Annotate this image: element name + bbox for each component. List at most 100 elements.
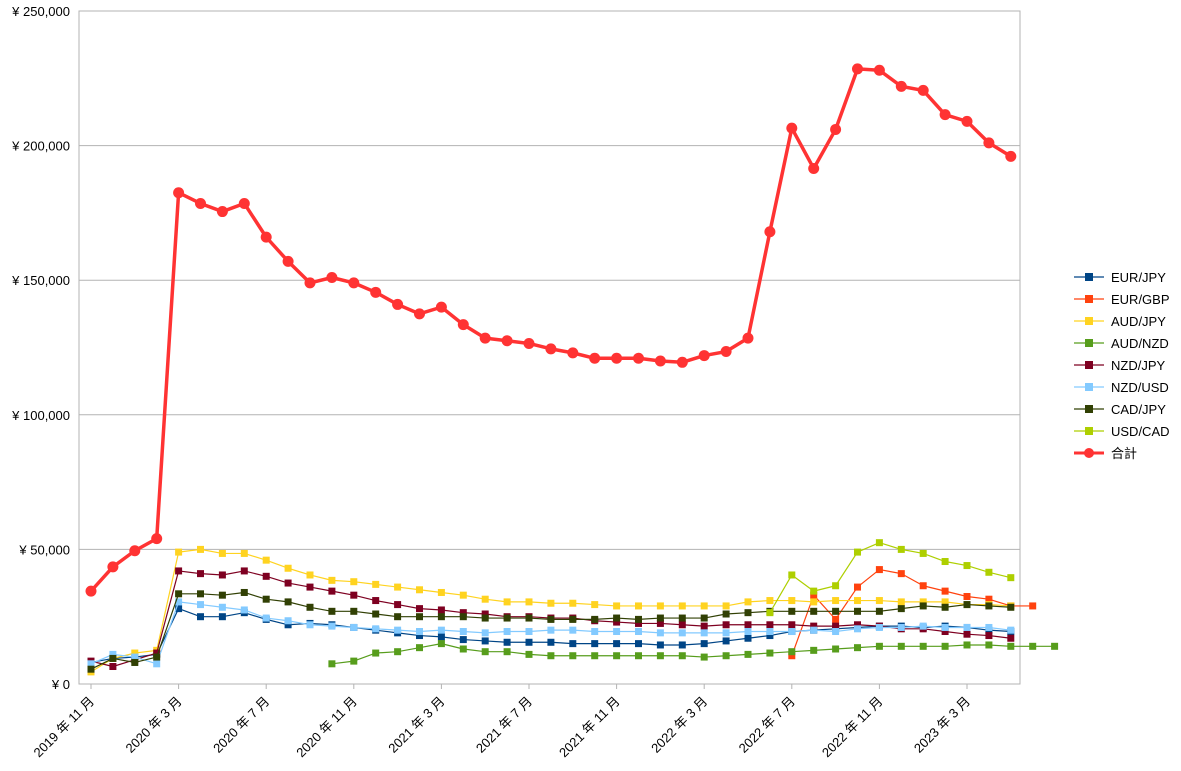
data-point	[875, 623, 883, 631]
data-point	[897, 570, 905, 578]
data-point	[153, 660, 161, 668]
data-point	[919, 598, 927, 606]
legend-swatch-marker	[1085, 339, 1093, 347]
data-point	[328, 660, 336, 668]
series-line	[769, 542, 1011, 613]
data-point	[656, 619, 664, 627]
data-point	[481, 648, 489, 656]
data-point	[175, 598, 183, 606]
data-point	[503, 638, 511, 646]
data-point	[985, 641, 993, 649]
data-point	[875, 607, 883, 615]
data-point	[218, 603, 226, 611]
data-point	[985, 595, 993, 603]
data-point	[919, 642, 927, 650]
data-point	[983, 137, 995, 149]
data-point	[197, 601, 204, 609]
data-point	[525, 650, 533, 658]
data-point	[875, 642, 883, 650]
data-point	[678, 614, 686, 622]
legend-swatch-marker	[1085, 295, 1093, 303]
legend-label: 合計	[1111, 446, 1137, 461]
data-point	[1007, 603, 1015, 611]
data-point	[635, 640, 642, 648]
data-point	[810, 622, 818, 630]
data-point	[523, 337, 535, 349]
data-point	[437, 633, 445, 641]
data-point	[678, 602, 686, 610]
data-point	[240, 588, 248, 596]
data-point	[109, 650, 117, 658]
data-point	[87, 660, 95, 668]
data-point	[87, 665, 95, 673]
data-point	[919, 622, 927, 630]
data-point	[832, 622, 840, 630]
data-point	[547, 615, 555, 623]
data-point	[875, 566, 883, 574]
data-point	[873, 64, 885, 76]
data-point	[218, 591, 226, 599]
data-point	[1051, 642, 1059, 650]
legend-item: NZD/JPY	[1074, 358, 1166, 373]
data-point	[656, 641, 664, 649]
data-point	[698, 350, 710, 362]
data-point	[941, 587, 949, 595]
data-point	[131, 649, 139, 657]
legend-item: NZD/USD	[1074, 380, 1169, 395]
data-point	[963, 601, 971, 609]
data-point	[676, 356, 688, 368]
data-point	[963, 630, 971, 638]
data-point	[394, 613, 402, 621]
data-point	[173, 187, 185, 199]
series-7	[766, 539, 1015, 617]
data-point	[722, 652, 730, 660]
data-point	[897, 623, 905, 631]
data-point	[832, 628, 840, 636]
data-point	[788, 652, 796, 660]
data-point	[808, 162, 820, 174]
data-point	[569, 599, 577, 607]
data-point	[917, 84, 929, 96]
data-point	[919, 549, 927, 557]
data-point	[613, 652, 621, 660]
data-point	[720, 346, 732, 358]
data-point	[197, 590, 204, 598]
data-point	[897, 545, 905, 553]
data-point	[216, 206, 228, 218]
x-tick-label: 2022 年 3 月	[648, 694, 710, 756]
x-tick-label: 2022 年 11 月	[819, 694, 886, 761]
x-tick-label: 2021 年 3 月	[385, 694, 447, 756]
y-tick-label: ¥ 100,000	[11, 408, 70, 423]
data-point	[591, 652, 599, 660]
data-point	[854, 597, 861, 605]
data-point	[372, 610, 380, 618]
data-point	[238, 197, 250, 209]
data-point	[328, 587, 336, 595]
data-point	[348, 277, 360, 289]
data-point	[109, 663, 117, 671]
data-point	[611, 352, 623, 364]
legend-label: EUR/GBP	[1111, 292, 1170, 307]
data-point	[963, 623, 971, 631]
data-point	[175, 590, 183, 598]
data-point	[788, 628, 796, 636]
plot-frame	[78, 10, 1021, 685]
data-point	[656, 602, 664, 610]
data-point	[525, 628, 533, 636]
data-point	[197, 613, 204, 621]
x-tick-label: 2019 年 11 月	[30, 694, 97, 761]
data-point	[437, 640, 445, 648]
data-point	[85, 585, 97, 597]
data-point	[547, 652, 555, 660]
data-point	[633, 352, 644, 364]
data-point	[764, 226, 776, 238]
data-point	[875, 597, 883, 605]
data-point	[744, 609, 752, 617]
data-point	[591, 601, 599, 609]
data-point	[372, 625, 380, 633]
data-point	[919, 582, 927, 590]
x-tick-label: 2023 年 3 月	[911, 694, 973, 756]
data-point	[372, 597, 380, 605]
data-point	[262, 572, 270, 580]
data-point	[197, 570, 204, 578]
